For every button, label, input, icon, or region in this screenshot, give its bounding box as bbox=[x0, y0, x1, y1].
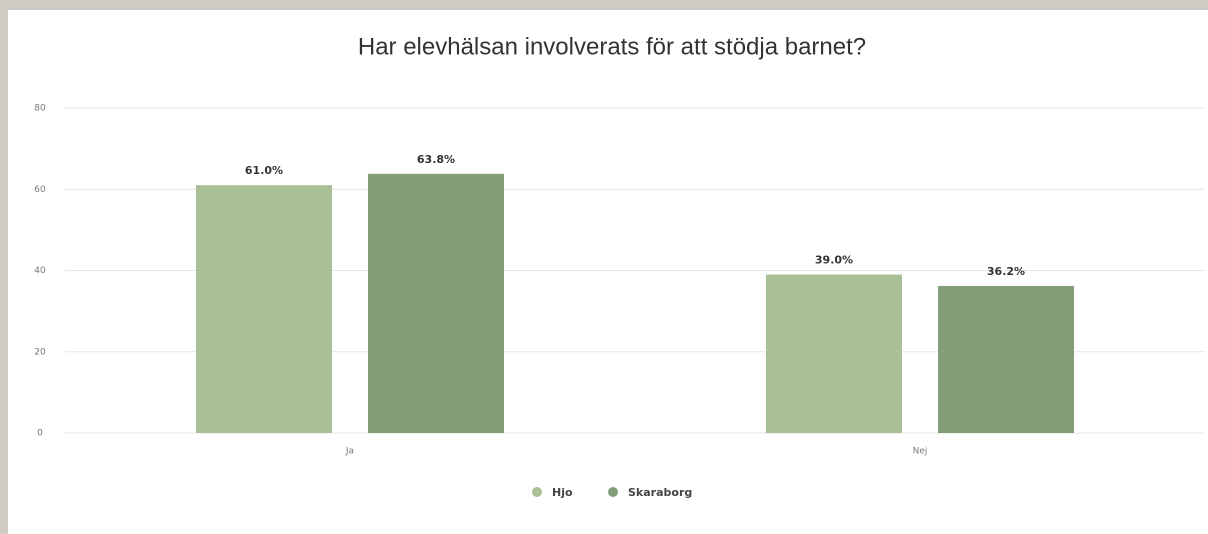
bar bbox=[938, 285, 1074, 433]
x-tick-label: Ja bbox=[345, 447, 354, 457]
bar bbox=[196, 185, 332, 433]
legend-label: Hjo bbox=[552, 486, 573, 499]
y-tick-label: 20 bbox=[34, 347, 46, 357]
legend-marker bbox=[608, 487, 618, 497]
legend-marker bbox=[532, 487, 542, 497]
value-label: 39.0% bbox=[815, 254, 853, 267]
bar bbox=[368, 173, 504, 433]
card bbox=[8, 10, 1208, 534]
x-tick-label: Nej bbox=[913, 447, 928, 457]
y-tick-label: 60 bbox=[34, 185, 46, 195]
legend-label: Skaraborg bbox=[628, 486, 692, 499]
chart-title: Har elevhälsan involverats för att stödj… bbox=[358, 33, 866, 60]
y-tick-label: 80 bbox=[34, 104, 46, 114]
value-label: 63.8% bbox=[417, 153, 455, 166]
y-tick-label: 0 bbox=[37, 429, 43, 439]
bar bbox=[766, 274, 902, 433]
y-tick-label: 40 bbox=[34, 266, 46, 276]
value-label: 61.0% bbox=[245, 164, 283, 177]
value-label: 36.2% bbox=[987, 265, 1025, 278]
